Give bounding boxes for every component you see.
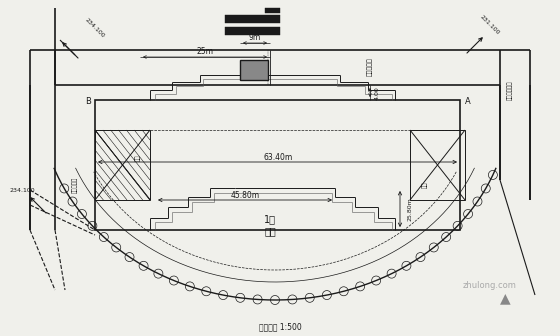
Text: 9m: 9m (249, 34, 261, 42)
Text: 234.100: 234.100 (10, 187, 36, 193)
Text: 234.100: 234.100 (84, 17, 106, 39)
Text: 63.40m: 63.40m (263, 154, 293, 163)
Text: A: A (465, 97, 471, 107)
Bar (225, 27, 280, 35)
Text: 4.00: 4.00 (375, 86, 380, 100)
Text: 地下车库入口: 地下车库入口 (507, 80, 513, 100)
Text: 231.100: 231.100 (479, 14, 501, 36)
Text: 地库出入口: 地库出入口 (367, 58, 373, 76)
Text: B: B (85, 97, 91, 107)
Bar (240, 60, 268, 80)
Bar (265, 8, 280, 13)
Text: 25m: 25m (197, 47, 213, 56)
Text: ▲: ▲ (500, 291, 510, 305)
Bar (225, 15, 280, 23)
Text: 25.80m: 25.80m (408, 197, 413, 221)
Text: zhulong.com: zhulong.com (463, 281, 517, 290)
Text: 一坡: 一坡 (422, 182, 428, 188)
Text: 一坡: 一坡 (135, 155, 141, 161)
Bar (410, 130, 465, 200)
Text: 1幢
住宅: 1幢 住宅 (264, 214, 276, 236)
Text: 45.80m: 45.80m (230, 191, 260, 200)
Text: 总平面图 1:500: 总平面图 1:500 (259, 323, 301, 332)
Text: 车辆出入口: 车辆出入口 (72, 177, 78, 193)
Bar (95, 130, 150, 200)
Bar (95, 100, 460, 230)
